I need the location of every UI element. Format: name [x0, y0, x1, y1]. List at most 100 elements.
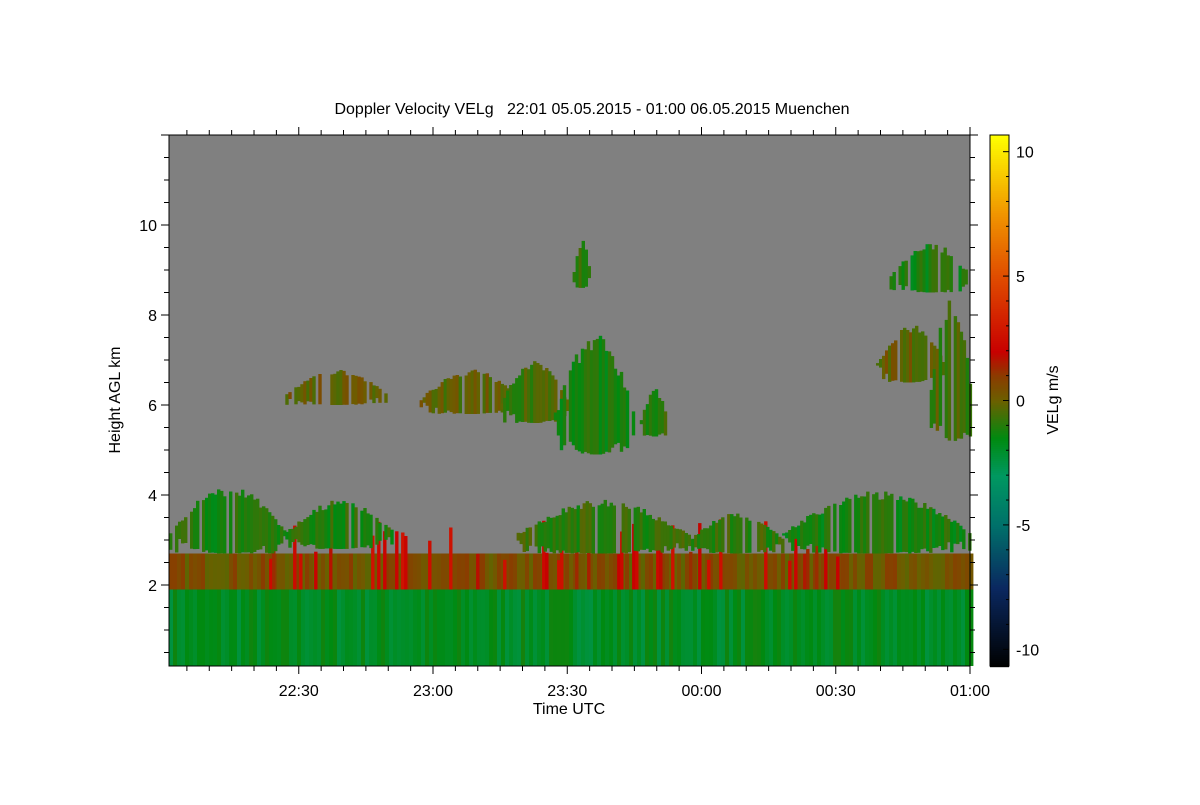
heatmap-cell — [209, 589, 214, 666]
heatmap-cell — [189, 553, 194, 590]
heatmap-cell — [425, 553, 430, 590]
heatmap-cell — [482, 373, 486, 414]
heatmap-cell — [422, 397, 426, 403]
heatmap-cell — [700, 529, 704, 549]
heatmap-cell — [318, 505, 322, 549]
heatmap-cell — [465, 589, 470, 666]
heatmap-cell — [789, 589, 794, 666]
colorbar-swatch — [990, 531, 1009, 534]
heatmap-cell — [485, 553, 490, 590]
colorbar-swatch — [990, 165, 1009, 168]
heatmap-cell — [719, 519, 723, 590]
heatmap-cell — [721, 553, 726, 590]
heatmap-cell — [642, 509, 646, 550]
colorbar-swatch — [990, 575, 1009, 578]
colorbar-swatch — [990, 447, 1009, 450]
heatmap-cell — [941, 516, 945, 551]
colorbar-swatch — [990, 415, 1009, 418]
colorbar-swatch — [990, 587, 1009, 590]
x-tick-label: 00:30 — [816, 683, 856, 700]
heatmap-cell — [782, 533, 786, 536]
heatmap-cell — [369, 514, 373, 549]
x-tick-label: 23:30 — [547, 683, 587, 700]
heatmap-cell — [280, 526, 284, 544]
colorbar-tick-label: 10 — [1016, 145, 1034, 162]
heatmap-cell — [869, 589, 874, 666]
heatmap-cell — [562, 385, 567, 446]
heatmap-cell — [494, 382, 498, 413]
heatmap-cell — [817, 589, 822, 666]
colorbar-swatch — [990, 461, 1009, 464]
heatmap-cell — [505, 553, 510, 590]
heatmap-cell — [461, 553, 466, 590]
heatmap-cell — [566, 399, 570, 411]
heatmap-cell — [781, 553, 786, 590]
heatmap-cell — [509, 553, 514, 590]
heatmap-cell — [317, 589, 322, 666]
heatmap-cell — [525, 553, 530, 590]
heatmap-cell — [860, 496, 864, 554]
heatmap-cell — [265, 589, 270, 666]
heatmap-cell — [533, 361, 537, 423]
colorbar-swatch — [990, 147, 1009, 150]
heatmap-cell — [501, 589, 506, 666]
colorbar-swatch — [990, 215, 1009, 218]
heatmap-cell — [837, 589, 842, 666]
colorbar-swatch — [990, 151, 1009, 154]
heatmap-cell — [565, 553, 570, 590]
colorbar-swatch — [990, 269, 1009, 272]
colorbar-swatch — [990, 325, 1009, 328]
colorbar-swatch — [990, 387, 1009, 390]
heatmap-cell — [385, 589, 390, 666]
colorbar-swatch — [990, 445, 1009, 448]
heatmap-cell — [698, 523, 702, 590]
colorbar-swatch — [990, 201, 1009, 204]
heatmap-cell — [961, 553, 966, 590]
heatmap-cell — [301, 553, 306, 590]
heatmap-cell — [678, 529, 682, 549]
heatmap-cell — [961, 268, 965, 287]
heatmap-cell — [345, 375, 349, 405]
heatmap-cell — [925, 589, 930, 666]
heatmap-cell — [573, 509, 577, 553]
heatmap-cell — [914, 502, 918, 553]
heatmap-cell — [481, 553, 486, 590]
heatmap-cell — [353, 589, 358, 666]
colorbar-swatch — [990, 471, 1009, 474]
heatmap-cell — [736, 513, 740, 554]
colorbar-swatch — [990, 233, 1009, 236]
heatmap-cell — [753, 589, 758, 666]
colorbar-swatch — [990, 339, 1009, 342]
colorbar-swatch — [990, 333, 1009, 336]
heatmap-cell — [539, 364, 543, 423]
heatmap-cell — [345, 553, 350, 590]
colorbar-swatch — [990, 465, 1009, 468]
heatmap-cell — [372, 385, 376, 404]
colorbar-swatch — [990, 289, 1009, 292]
heatmap-cell — [470, 370, 474, 414]
heatmap-cell — [715, 522, 719, 553]
heatmap-cell — [645, 515, 649, 549]
colorbar-swatch — [990, 577, 1009, 580]
colorbar-swatch — [990, 573, 1009, 576]
heatmap-cell — [545, 552, 549, 590]
heatmap-cell — [821, 513, 825, 548]
heatmap-cell — [794, 535, 798, 590]
colorbar-swatch — [990, 419, 1009, 422]
colorbar-swatch — [990, 609, 1009, 612]
heatmap-cell — [518, 375, 522, 422]
colorbar-swatch — [990, 501, 1009, 504]
colorbar-swatch — [990, 291, 1009, 294]
heatmap-cell — [369, 382, 373, 400]
heatmap-cell — [841, 589, 846, 666]
heatmap-cell — [641, 589, 646, 666]
colorbar-swatch — [990, 231, 1009, 234]
heatmap-cell — [190, 511, 194, 549]
heatmap-cell — [863, 496, 867, 554]
region-low-cloud-4 — [688, 513, 785, 554]
heatmap-cell — [574, 354, 579, 450]
colorbar-swatch — [990, 337, 1009, 340]
heatmap-cell — [815, 514, 819, 546]
heatmap-cell — [878, 499, 882, 554]
heatmap-cell — [428, 390, 432, 413]
